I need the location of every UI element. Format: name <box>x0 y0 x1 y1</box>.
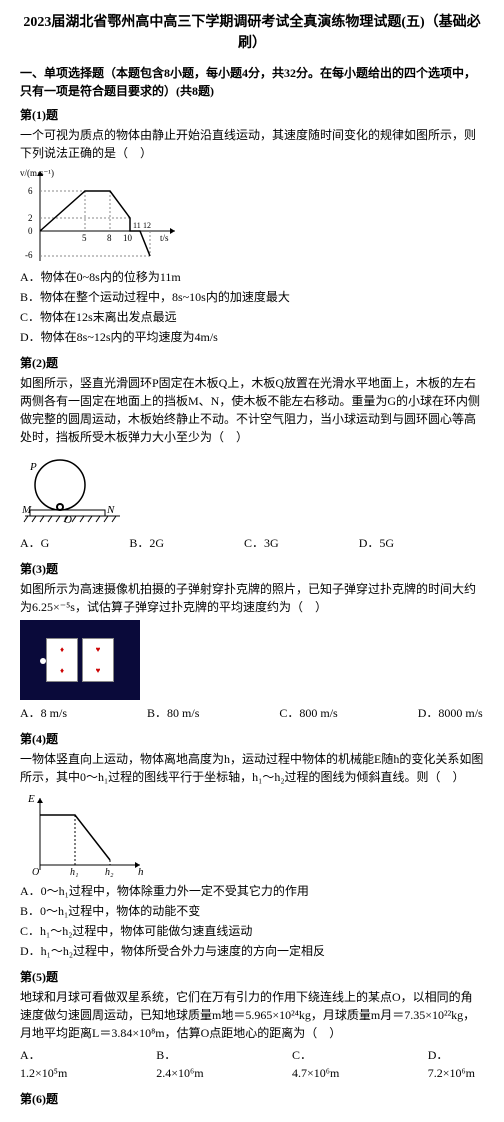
q1-text: 一个可视为质点的物体由静止开始沿直线运动，其速度随时间变化的规律如图所示，则下列… <box>20 126 484 162</box>
q3-label: 第(3)题 <box>20 560 484 578</box>
svg-text:12: 12 <box>143 221 151 230</box>
q5-text: 地球和月球可看做双星系统，它们在万有引力的作用下绕连线上的某点O，以相同的角速度… <box>20 988 484 1042</box>
q1-chart: v/(m·s⁻¹) t/s 6 2 0 -6 5 8 10 11 12 <box>20 166 180 266</box>
q5-opt-d: D．7.2×10⁶m <box>428 1046 484 1082</box>
q4-opt-d: D．h₁～h₂过程中，物体所受合外力与速度的方向一定相反 <box>20 942 484 960</box>
q2-opt-d: D．5G <box>359 534 394 552</box>
q3-opt-d: D．8000 m/s <box>418 704 483 722</box>
svg-text:5: 5 <box>82 233 87 243</box>
q1-opt-d: D．物体在8s~12s内的平均速度为4m/s <box>20 328 484 346</box>
q2-opt-c: C．3G <box>244 534 279 552</box>
q2-diagram: P M O N <box>20 450 140 530</box>
svg-text:t/s: t/s <box>160 233 169 243</box>
q2-opt-a: A．G <box>20 534 49 552</box>
q4-opt-a: A．0～h₁过程中，物体除重力外一定不受其它力的作用 <box>20 882 484 900</box>
q5-opt-c: C．4.7×10⁶m <box>292 1046 348 1082</box>
svg-text:M: M <box>21 504 32 516</box>
svg-text:v/(m·s⁻¹): v/(m·s⁻¹) <box>20 168 54 178</box>
svg-text:h₂: h₂ <box>105 867 114 878</box>
svg-text:h₁: h₁ <box>70 867 78 878</box>
q4-label: 第(4)题 <box>20 730 484 748</box>
q6-label: 第(6)题 <box>20 1090 484 1108</box>
svg-text:6: 6 <box>28 186 33 196</box>
q3-text: 如图所示为高速摄像机拍摄的子弹射穿扑克牌的照片，已知子弹穿过扑克牌的时间大约为6… <box>20 580 484 616</box>
svg-text:O: O <box>64 514 72 526</box>
q2-text: 如图所示，竖直光滑圆环P固定在木板Q上，木板Q放置在光滑水平地面上，木板的左右两… <box>20 374 484 446</box>
section-1-head: 一、单项选择题（本题包含8小题，每小题4分，共32分。在每小题给出的四个选项中，… <box>20 64 484 100</box>
q2-label: 第(2)题 <box>20 354 484 372</box>
q4-chart: E h O h₁ h₂ <box>20 790 150 880</box>
q3-opt-c: C．800 m/s <box>279 704 337 722</box>
q4-text: 一物体竖直向上运动，物体离地高度为h，运动过程中物体的机械能E随h的变化关系如图… <box>20 750 484 786</box>
svg-text:E: E <box>27 793 35 805</box>
svg-text:P: P <box>29 461 37 473</box>
q3-opt-b: B．80 m/s <box>147 704 199 722</box>
svg-text:-6: -6 <box>25 250 33 260</box>
svg-text:2: 2 <box>28 213 33 223</box>
svg-text:O: O <box>32 867 39 878</box>
q1-opt-b: B．物体在整个运动过程中，8s~10s内的加速度最大 <box>20 288 484 306</box>
q5-opt-b: B．2.4×10⁶m <box>156 1046 212 1082</box>
q4-opt-c: C．h₁～h₂过程中，物体可能做匀速直线运动 <box>20 922 484 940</box>
svg-text:N: N <box>106 504 115 516</box>
svg-text:10: 10 <box>123 233 133 243</box>
q3-photo: ♦♦ ♥♥ <box>20 620 140 700</box>
q1-opt-a: A．物体在0~8s内的位移为11m <box>20 268 484 286</box>
svg-text:11: 11 <box>133 221 141 230</box>
page-title: 2023届湖北省鄂州高中高三下学期调研考试全真演练物理试题(五)（基础必刷） <box>20 12 484 54</box>
q1-label: 第(1)题 <box>20 106 484 124</box>
q2-opt-b: B．2G <box>129 534 164 552</box>
q1-opt-c: C．物体在12s末离出发点最远 <box>20 308 484 326</box>
q3-opt-a: A．8 m/s <box>20 704 67 722</box>
svg-text:8: 8 <box>107 233 112 243</box>
svg-text:h: h <box>138 866 144 878</box>
q5-opt-a: A．1.2×10⁵m <box>20 1046 76 1082</box>
q5-label: 第(5)题 <box>20 968 484 986</box>
q4-opt-b: B．0～h₁过程中，物体的动能不变 <box>20 902 484 920</box>
svg-text:0: 0 <box>28 226 33 236</box>
